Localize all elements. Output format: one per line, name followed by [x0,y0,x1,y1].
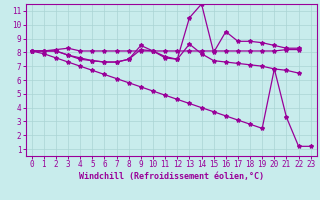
X-axis label: Windchill (Refroidissement éolien,°C): Windchill (Refroidissement éolien,°C) [79,172,264,181]
